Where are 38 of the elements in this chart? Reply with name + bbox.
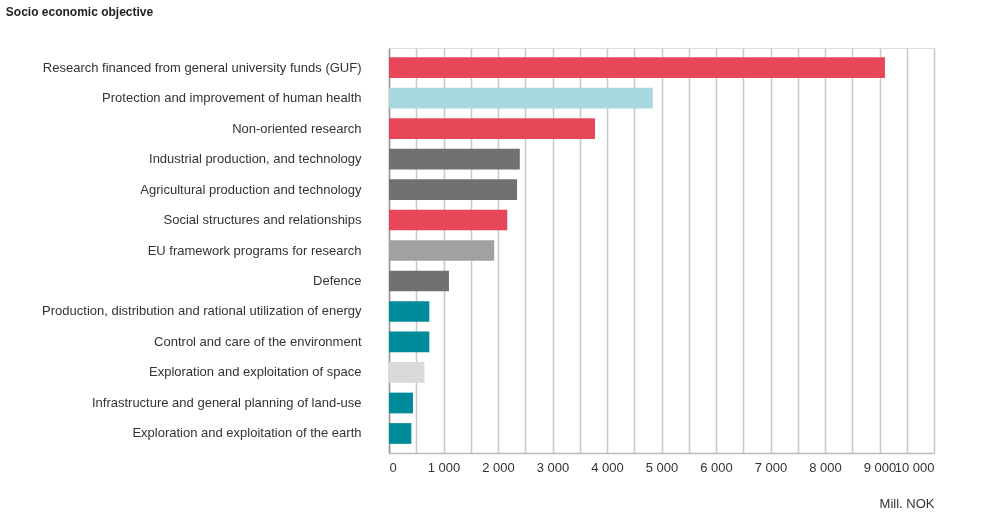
y-tick-label: Non-oriented research [232,120,362,136]
y-axis-title: Socio economic objective [5,4,154,19]
y-tick-label: Agricultural production and technology [140,181,362,197]
x-tick-label: 7 000 [754,459,788,475]
y-tick-label: Exploration and exploitation of space [149,364,362,380]
x-tick-label: 6 000 [700,459,733,475]
bar [389,87,653,109]
bar [389,179,518,200]
y-tick-label: Industrial production, and technology [149,151,362,167]
y-tick-label: Social structures and relationships [163,212,362,227]
y-tick-label: Protection and improvement of human health [102,90,362,106]
x-axis-title: Mill. NOK [879,495,935,511]
bar [389,57,885,78]
y-tick-label: EU framework programs for research [147,242,362,258]
bar [389,423,412,444]
x-tick-label: 10 000 [894,459,935,475]
x-tick-label: 8 000 [809,459,842,475]
bar [389,118,596,139]
bar [389,148,520,170]
bar [389,331,430,353]
x-tick-label: 4 000 [591,459,624,475]
bar [389,362,425,383]
bar [389,392,413,414]
y-tick-label: Infrastructure and general planning of land-use [91,394,362,410]
y-tick-label: Research financed from general university funds (GUF) [42,59,362,75]
x-tick-label: 5 000 [645,459,679,475]
x-tick-label: 2 000 [482,459,515,475]
x-tick-label: 1 000 [427,459,461,475]
y-tick-label: Production, distribution and rational utilization of energy [42,303,362,319]
x-tick-label: 0 [389,459,397,475]
bar [389,301,430,322]
bar [389,209,508,231]
y-tick-label: Defence [313,273,362,288]
y-tick-label: Exploration and exploitation of the earth [132,425,362,441]
y-tick-label: Control and care of the environment [154,333,362,349]
x-tick-label: 3 000 [536,459,570,475]
bar [389,270,449,292]
x-tick-label: 9 000 [863,459,897,475]
